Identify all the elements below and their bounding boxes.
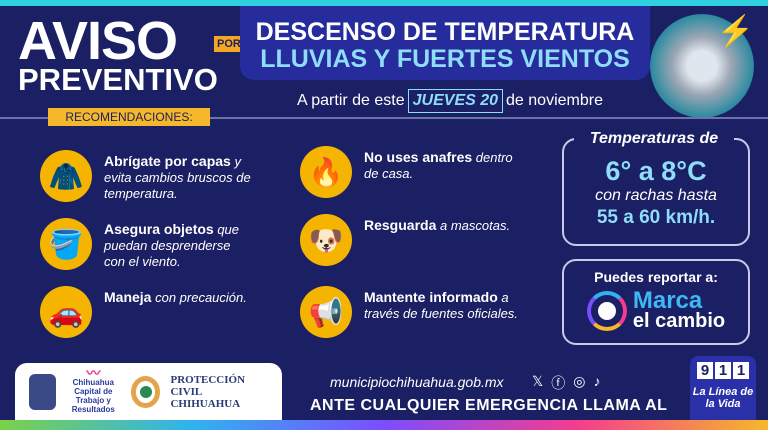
recommendation-item: 🪣 Asegura objetos que puedan desprenderse… [40,218,254,270]
emergency-text: ANTE CUALQUIER EMERGENCIA LLAMA AL [310,397,668,414]
recommendation-text: dentro de casa. [364,150,513,181]
instagram-icon[interactable]: ◎ [573,373,586,389]
rainbow-bar [0,420,768,430]
marca-el-cambio-logo[interactable]: Marca el cambio [564,287,748,332]
recommendation-item: 🧥 Abrígate por capas y evita cambios brus… [40,150,254,202]
recommendation-bold: Resguarda [364,217,437,233]
recommendation-bold: Maneja [104,289,152,305]
campfire-pot-icon: 🔥 [300,146,352,198]
location-pin-icon [586,291,627,331]
car-icon: 🚗 [40,286,92,338]
title-line-1: DESCENSO DE TEMPERATURA [255,18,635,46]
date-suffix: de noviembre [506,92,603,109]
recommendation-text: que puedan desprenderse con el viento. [104,222,240,269]
recommendation-item: 🔥 No uses anafres dentro de casa. [300,146,529,198]
temperature-box: 6° a 8°C con rachas hasta 55 a 60 km/h. [562,138,750,246]
report-box: Puedes reportar a: Marca el cambio [562,259,750,345]
preventivo-title: PREVENTIVO [18,62,218,97]
title-line-2: LLUVIAS Y FUERTES VIENTOS [260,45,630,73]
temperature-range: 6° a 8°C [605,156,707,186]
report-label: Puedes reportar a: [594,269,718,285]
recommendation-text: a través de fuentes oficiales. [364,290,518,321]
recommendation-text: y evita cambios bruscos de temperatura. [104,154,251,201]
date-highlight: JUEVES 20 [407,89,504,113]
facebook-icon[interactable]: ⓕ [551,375,566,391]
top-bar [0,0,768,6]
recommendation-item: 🐶 Resguarda a mascotas. [300,214,529,266]
recommendation-text: con precaución. [155,290,247,305]
recommendation-bold: Mantente informado [364,289,498,305]
recommendation-text: a mascotas. [439,218,511,233]
title-box: DESCENSO DE TEMPERATURA LLUVIAS Y FUERTE… [240,6,650,80]
gusts-label: con rachas hasta [595,187,717,204]
storm-icon: ⚡ [650,14,754,118]
brand-line-2: el cambio [632,310,726,332]
recommendation-bold: Asegura objetos [104,221,214,237]
wind-speed: 55 a 60 km/h. [596,207,716,228]
recommendation-item: 📢 Mantente informado a través de fuentes … [300,286,529,338]
proteccion-civil-logo: PROTECCIÓN CIVIL CHIHUAHUA [170,373,246,410]
linea-vida: La Línea de la Vida [692,386,754,410]
recommendation-bold: No uses anafres [364,149,473,165]
pets-icon: 🐶 [300,214,352,266]
recommendation-item: 🚗 Maneja con precaución. [40,286,254,338]
recommendations-label: RECOMENDACIONES: [48,108,210,126]
aviso-title: AVISO [18,11,178,71]
bucket-icon: 🪣 [40,218,92,270]
website-link[interactable]: municipiochihuahua.gob.mx [330,374,504,390]
date-line: A partir de este JUEVES 20 de noviembre [250,89,650,113]
temperature-title: Temperaturas de [574,127,734,151]
proteccion-civil-icon [130,375,161,408]
footer-logos: 〰 Chihuahua Capital de Trabajo y Resultado… [15,363,282,420]
jacket-icon: 🧥 [40,150,92,202]
recommendation-bold: Abrígate por capas [104,153,231,169]
por-badge: POR [214,36,244,52]
chihuahua-logo: 〰 Chihuahua Capital de Trabajo y Resultado… [71,365,115,414]
social-icons: 𝕏 ⓕ ◎ ♪ [532,373,601,393]
brand-line-1: Marca [632,287,703,314]
megaphone-icon: 📢 [300,286,352,338]
date-prefix: A partir de este [297,92,405,109]
municipal-seal-icon [29,373,56,410]
x-icon[interactable]: 𝕏 [532,373,544,389]
divider [0,117,768,119]
tiktok-icon[interactable]: ♪ [593,373,601,389]
